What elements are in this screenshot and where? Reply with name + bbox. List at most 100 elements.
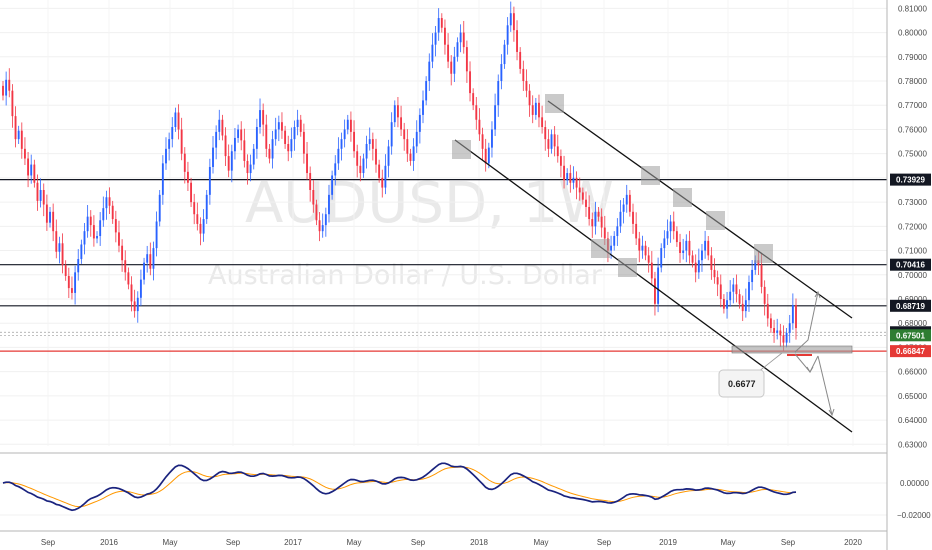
candle-body bbox=[512, 13, 515, 31]
candle-body bbox=[202, 219, 205, 234]
candle-body bbox=[497, 81, 500, 106]
price-tick-label: 0.78000 bbox=[898, 77, 927, 86]
grid bbox=[0, 0, 887, 446]
candle-body bbox=[591, 219, 594, 227]
touch-box bbox=[591, 239, 610, 258]
candle-body bbox=[738, 294, 741, 304]
candle-body bbox=[45, 204, 48, 223]
candle-body bbox=[581, 192, 584, 200]
touch-box bbox=[452, 140, 471, 159]
price-badge-label: 0.70416 bbox=[896, 261, 925, 270]
candle-body bbox=[760, 265, 763, 287]
candle-body bbox=[400, 117, 403, 130]
candle-body bbox=[67, 275, 70, 289]
price-badge-label: 0.66847 bbox=[896, 347, 925, 356]
candle-body bbox=[478, 119, 481, 135]
candle-body bbox=[290, 139, 293, 152]
candle-body bbox=[782, 335, 785, 343]
candle-body bbox=[769, 318, 772, 329]
candle-body bbox=[302, 131, 305, 154]
candle-body bbox=[544, 127, 547, 140]
candle-body bbox=[259, 110, 261, 128]
price-tick-label: 0.76000 bbox=[898, 125, 927, 134]
candle-body bbox=[553, 134, 556, 147]
candle-body bbox=[27, 158, 30, 176]
candle-body bbox=[396, 105, 399, 118]
candle-body bbox=[531, 105, 534, 115]
candle-body bbox=[675, 231, 678, 243]
scenario-arrow-down bbox=[817, 355, 833, 416]
time-tick-label: May bbox=[533, 538, 548, 547]
candle-body bbox=[127, 272, 130, 285]
candle-body bbox=[11, 90, 14, 117]
candle-body bbox=[462, 32, 465, 48]
time-tick-label: May bbox=[162, 538, 177, 547]
candle-body bbox=[221, 119, 224, 136]
candle-body bbox=[2, 85, 4, 96]
candle-body bbox=[390, 122, 393, 147]
candle-body bbox=[284, 130, 287, 144]
candle-body bbox=[80, 244, 83, 260]
candle-body bbox=[337, 148, 340, 164]
candle-body bbox=[237, 129, 240, 138]
candle-body bbox=[459, 32, 462, 43]
candle-body bbox=[268, 148, 271, 159]
candle-body bbox=[660, 248, 663, 268]
candle-body bbox=[17, 130, 20, 140]
arrow-head bbox=[806, 366, 814, 373]
candle-body bbox=[776, 330, 779, 333]
candle-body bbox=[293, 127, 296, 140]
candle-body bbox=[610, 245, 613, 251]
candle-body bbox=[77, 259, 80, 273]
candle-body bbox=[619, 211, 622, 227]
candle-body bbox=[146, 254, 149, 263]
signal-line bbox=[2, 466, 797, 508]
candle-body bbox=[785, 332, 788, 343]
candle-body bbox=[92, 225, 95, 239]
candle-body bbox=[30, 164, 33, 176]
candle-body bbox=[679, 242, 681, 253]
price-tick-label: 0.77000 bbox=[898, 101, 927, 110]
candle-body bbox=[111, 205, 114, 220]
candle-body bbox=[779, 330, 782, 336]
candle-body bbox=[569, 173, 572, 183]
candle-body bbox=[494, 105, 497, 130]
candle-body bbox=[444, 27, 446, 45]
candle-body bbox=[8, 79, 11, 91]
candle-body bbox=[262, 110, 265, 125]
candle-body bbox=[158, 194, 161, 222]
candle-body bbox=[506, 25, 509, 45]
candle-body bbox=[525, 81, 528, 91]
candle-body bbox=[481, 134, 484, 149]
candle-body bbox=[754, 260, 757, 270]
time-tick-label: 2017 bbox=[284, 538, 302, 547]
upper-channel-line bbox=[547, 100, 853, 319]
candle-body bbox=[406, 139, 409, 154]
arrow-head bbox=[814, 290, 821, 299]
candle-body bbox=[331, 175, 334, 195]
candle-body bbox=[575, 177, 578, 188]
candle-body bbox=[255, 127, 258, 149]
candle-body bbox=[190, 182, 193, 203]
candle-body bbox=[691, 255, 694, 263]
candle-body bbox=[246, 160, 249, 174]
candle-body bbox=[688, 240, 691, 256]
candle-body bbox=[713, 269, 716, 278]
candle-body bbox=[105, 197, 108, 209]
candle-body bbox=[130, 284, 133, 302]
candle-body bbox=[234, 137, 236, 152]
candle-body bbox=[748, 282, 750, 301]
candle-body bbox=[224, 135, 227, 157]
candle-body bbox=[628, 194, 631, 212]
candle-body bbox=[682, 250, 685, 253]
candle-body bbox=[644, 245, 647, 256]
candle-body bbox=[161, 163, 164, 195]
candle-body bbox=[791, 305, 794, 324]
candle-body bbox=[387, 146, 390, 166]
candle-body bbox=[375, 148, 377, 165]
candle-body bbox=[722, 298, 725, 309]
candle-body bbox=[86, 216, 89, 232]
candle-body bbox=[704, 240, 707, 251]
candle-body bbox=[694, 262, 697, 273]
